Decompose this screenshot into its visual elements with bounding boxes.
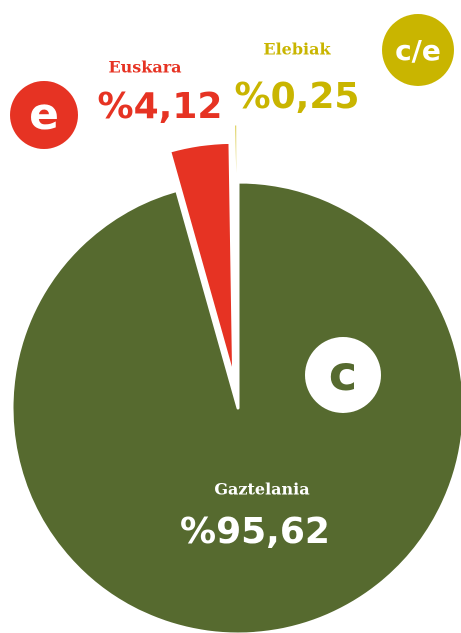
icon-label: c <box>329 346 357 402</box>
icon-badge <box>382 14 454 86</box>
category-label: Gaztelania <box>214 480 309 499</box>
pie-slice <box>10 180 461 633</box>
value-label: %0,25 <box>235 76 360 117</box>
pie-slice <box>168 140 236 380</box>
icon-label: c/e <box>395 34 441 67</box>
icon-badge <box>10 81 78 149</box>
category-label: Euskara <box>108 58 181 77</box>
category-label: Elebiak <box>263 40 331 59</box>
icon-badge <box>305 337 381 413</box>
pie-slice <box>232 122 240 366</box>
value-label: %95,62 <box>180 511 330 552</box>
value-label: %4,12 <box>98 86 223 127</box>
icon-label: e <box>29 89 59 140</box>
